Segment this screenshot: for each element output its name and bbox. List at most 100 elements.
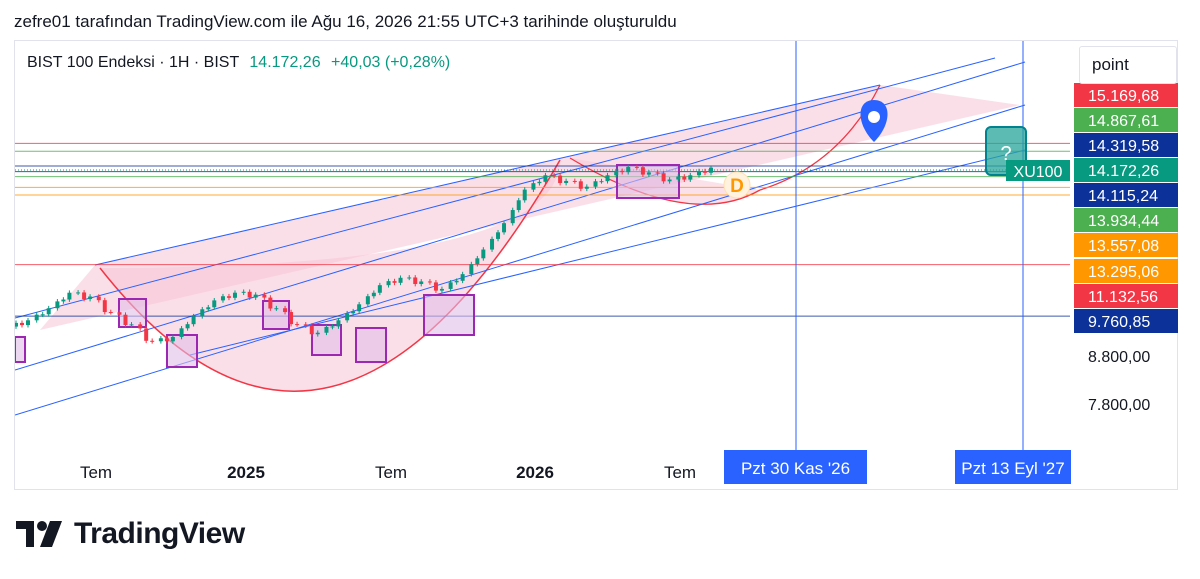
candle-body (502, 223, 507, 233)
candle-body (377, 285, 382, 293)
candle-body (640, 167, 645, 175)
candle-body (661, 173, 666, 182)
price-axis-label: 14.172,26 (1088, 163, 1159, 180)
date-marker-tag (724, 450, 867, 484)
price-axis-label-bg (1074, 183, 1178, 207)
date-marker-tag (955, 450, 1071, 484)
candle-body (220, 296, 225, 301)
candle-body (407, 277, 412, 279)
candle-body (212, 300, 217, 308)
candle-body (268, 297, 273, 309)
d-marker (723, 171, 751, 199)
candle-body (655, 172, 660, 174)
price-unit-button[interactable]: point (1079, 46, 1177, 84)
candle-body (386, 281, 391, 286)
candle-body (324, 326, 329, 333)
candle-body (475, 258, 480, 265)
candle-body (439, 288, 444, 291)
candle-body (543, 175, 548, 182)
candle-body (676, 176, 681, 180)
candle-body (96, 296, 101, 301)
candle-body (481, 249, 486, 259)
candle-body (667, 179, 672, 182)
last-price: 14.172,26 (249, 54, 321, 71)
price-axis-label-bg (1074, 284, 1178, 308)
candle-body (599, 181, 604, 183)
candle-body (357, 304, 362, 312)
candle-body (67, 292, 72, 300)
candle-body (531, 183, 536, 190)
candle-body (558, 175, 563, 184)
time-axis-label: 2026 (516, 463, 554, 482)
symbol-legend[interactable]: BIST 100 Endeksi · 1H · BIST 14.172,26 +… (27, 54, 450, 72)
time-axis-label: 2025 (227, 463, 265, 482)
candle-body (15, 322, 18, 327)
candle-body (351, 311, 356, 314)
candle-body (289, 312, 294, 325)
candle-body (150, 340, 155, 342)
price-axis-label: 11.132,56 (1088, 289, 1158, 306)
candle-body (200, 309, 205, 317)
candle-body (82, 292, 87, 300)
chart-caption: zefre01 tarafından TradingView.com ile A… (14, 12, 677, 31)
candle-body (309, 325, 314, 335)
candle-body (703, 171, 707, 173)
candle-body (191, 316, 196, 325)
cup-fill (100, 160, 560, 392)
candle-body (564, 180, 569, 184)
candle-body (226, 296, 231, 298)
channel-lower-line (189, 149, 1026, 356)
price-axis-label-bg (1074, 133, 1178, 157)
pattern-box (118, 298, 147, 328)
candle-body (626, 166, 631, 173)
time-axis-label: Tem (664, 463, 696, 482)
price-axis-label: 9.760,85 (1088, 314, 1150, 331)
candle-body (76, 292, 81, 294)
candle-body (144, 328, 149, 341)
candle-body (469, 264, 474, 275)
price-axis-label: 15.169,68 (1088, 88, 1159, 105)
price-axis-label: 14.115,24 (1088, 188, 1158, 205)
candle-body (253, 294, 258, 298)
candle-body (336, 320, 341, 327)
candle-body (20, 322, 24, 326)
candle-body (427, 281, 432, 283)
candle-body (232, 292, 237, 298)
channel-line (15, 61, 1026, 371)
price-axis-label: 14.867,61 (1088, 113, 1159, 130)
candle-body (330, 326, 335, 328)
candle-body (516, 200, 521, 211)
candle-body (295, 324, 300, 326)
channel-upper-line (94, 84, 881, 266)
candle-body (170, 336, 175, 342)
candle-body (413, 277, 418, 285)
candle-body (682, 176, 687, 180)
candle-body (303, 324, 308, 326)
symbol-tag (1006, 160, 1070, 181)
symbol-tag-label: XU100 (1014, 164, 1063, 181)
candle-body (108, 312, 113, 314)
d-label: D (730, 176, 744, 197)
pattern-box (15, 336, 26, 363)
cup-curve (99, 159, 561, 392)
candle-body (88, 296, 93, 300)
candle-body (158, 338, 163, 342)
brand-name: TradingView (74, 517, 245, 550)
price-change: +40,03 (+0,28%) (331, 54, 451, 71)
candle-body (572, 180, 577, 182)
candle-body (55, 301, 60, 309)
candle-body (614, 170, 619, 176)
candle-body (315, 332, 320, 335)
price-axis-label-bg (1074, 259, 1178, 283)
candle-body (247, 291, 252, 298)
candle-body (117, 312, 122, 315)
price-axis-label-bg (1074, 309, 1178, 333)
candle-body (593, 181, 598, 187)
candle-body (490, 238, 495, 250)
date-marker-label: Pzt 13 Eyl '27 (961, 459, 1064, 478)
price-axis-label-bg (1074, 108, 1178, 132)
candle-body (129, 324, 134, 326)
candle-body (522, 189, 527, 201)
channel-line (15, 57, 996, 319)
